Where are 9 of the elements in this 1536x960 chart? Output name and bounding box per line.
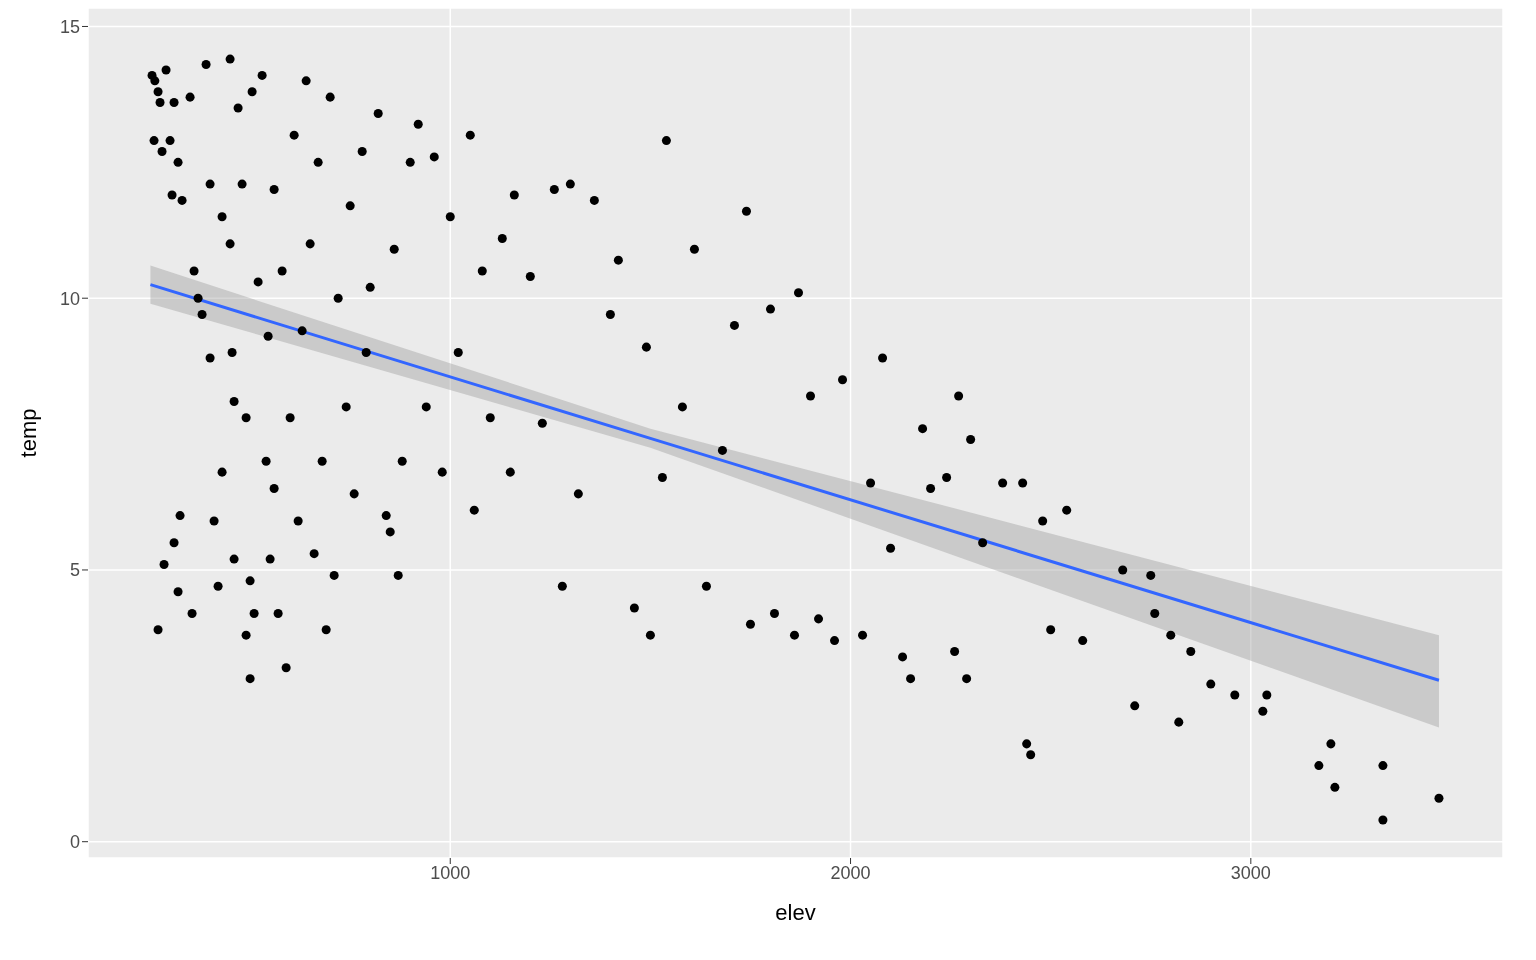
y-tick-label: 15 bbox=[59, 16, 80, 37]
x-tick-label: 2000 bbox=[830, 862, 871, 883]
y-tick-label: 5 bbox=[69, 560, 80, 581]
y-tick-label: 10 bbox=[59, 288, 80, 309]
x-tick-label: 1000 bbox=[430, 862, 471, 883]
x-tick-label: 3000 bbox=[1230, 862, 1271, 883]
y-tick-label: 0 bbox=[69, 832, 80, 853]
x-axis-title: elev bbox=[775, 900, 816, 925]
y-axis-title: temp bbox=[15, 408, 41, 458]
